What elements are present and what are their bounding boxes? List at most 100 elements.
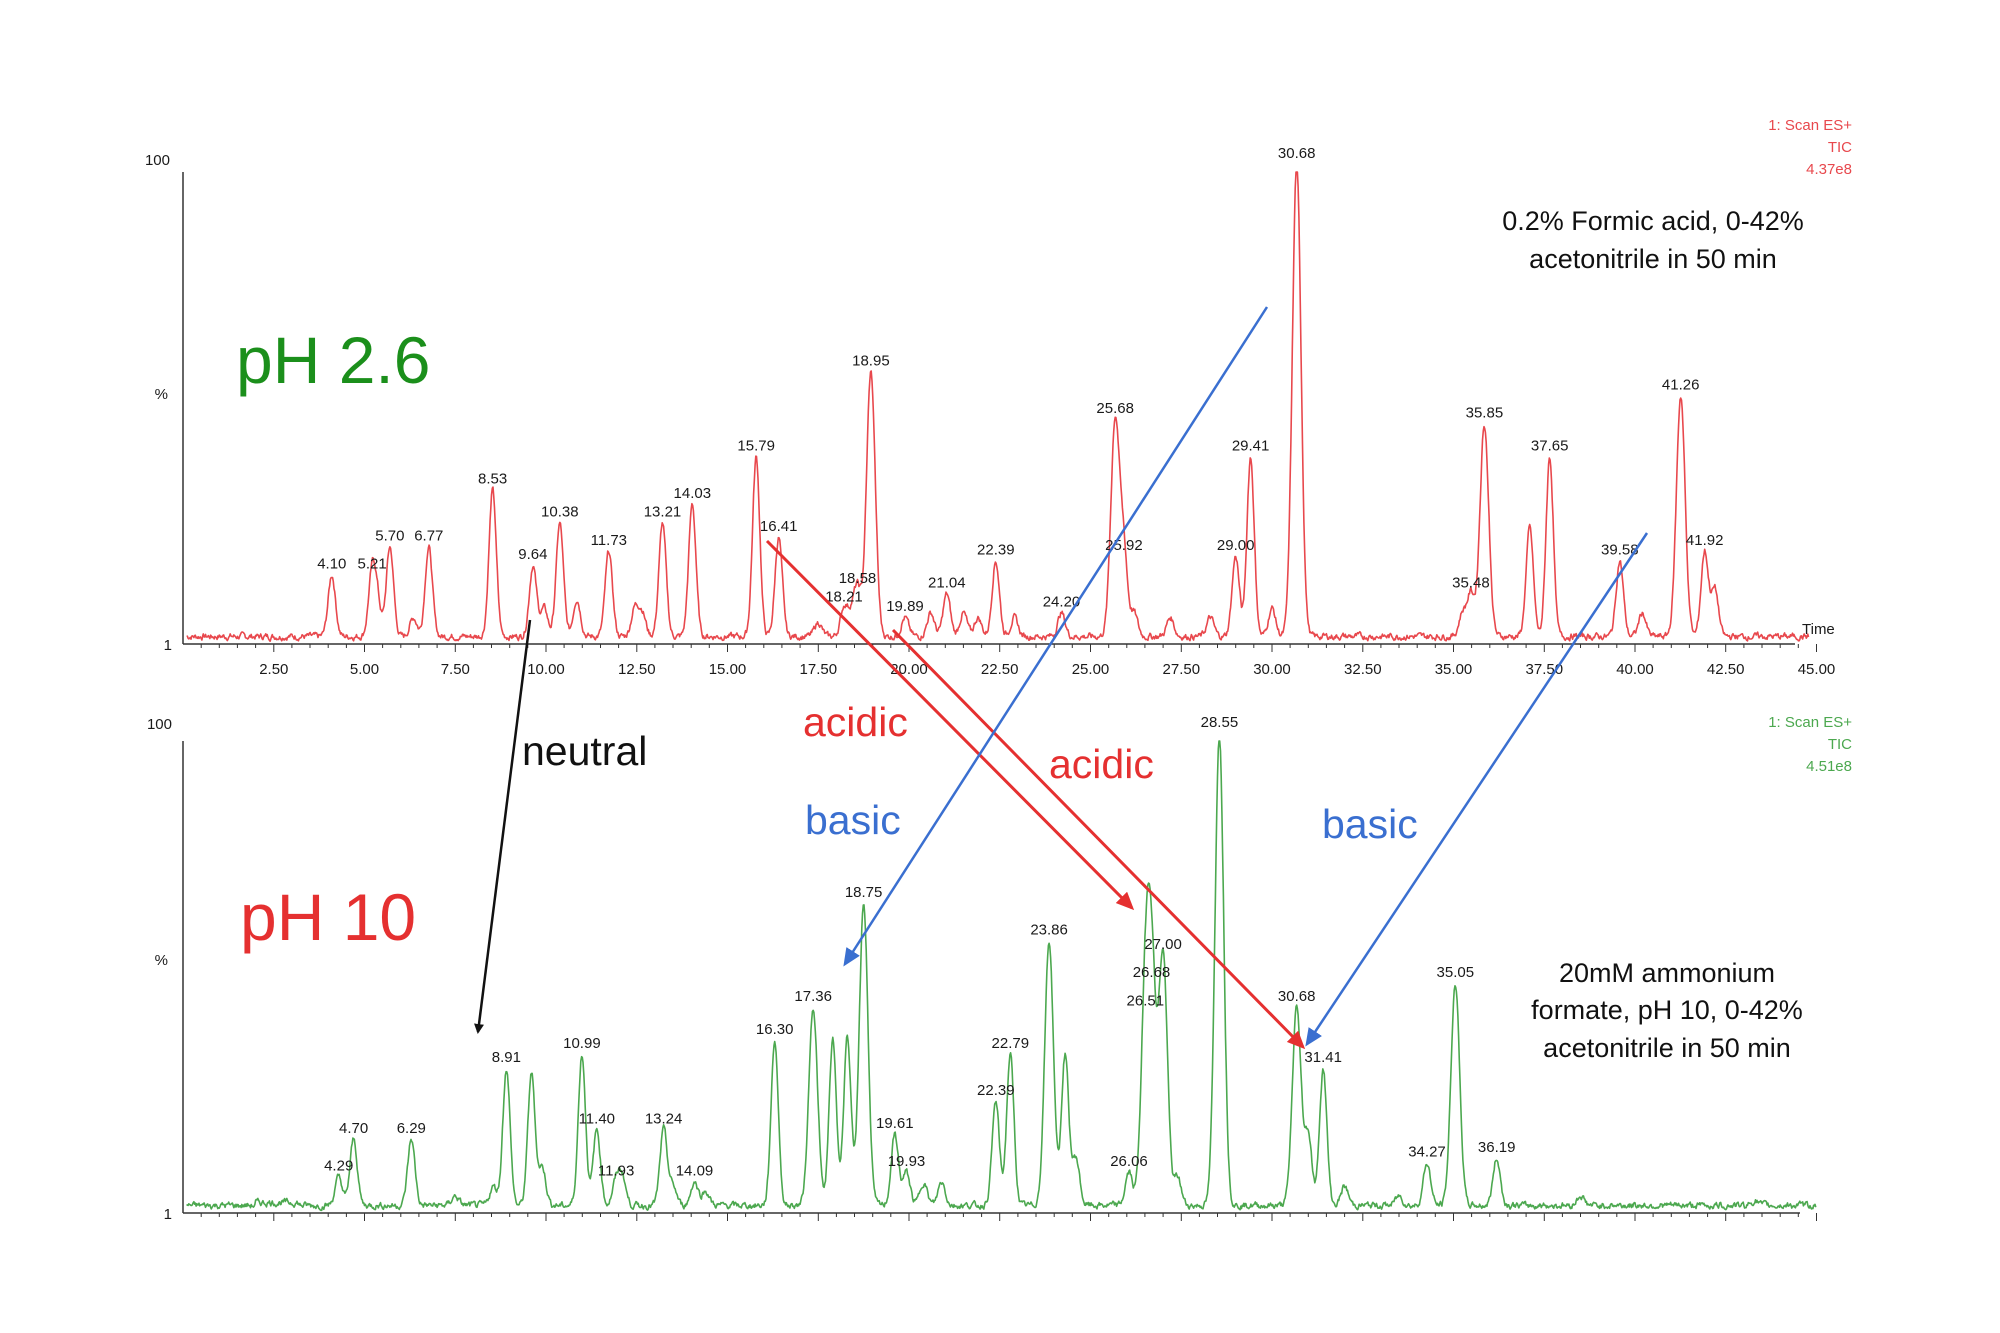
top-peak-label: 5.70 — [375, 527, 404, 544]
bottom-peak-label: 23.86 — [1030, 922, 1068, 939]
bottom-peak-label: 4.70 — [339, 1120, 368, 1137]
retention-shift-arrows: neutral acidic acidic basic basic — [474, 306, 1649, 1050]
bottom-ylabel: % — [155, 952, 168, 969]
basic-label-1: basic — [805, 797, 901, 843]
bottom-peak-label: 19.93 — [888, 1153, 926, 1170]
top-x-tick-label: 15.00 — [709, 661, 747, 678]
bottom-trace — [186, 740, 1817, 1212]
top-peak-label: 16.41 — [760, 518, 798, 535]
top-peak-label: 13.21 — [644, 504, 682, 521]
neutral-arrow — [474, 619, 532, 1034]
top-peak-label: 30.68 — [1278, 145, 1316, 162]
top-x-ticks — [200, 644, 1817, 652]
top-peak-label: 21.04 — [928, 575, 966, 592]
top-condition-line-1: 0.2% Formic acid, 0-42% — [1502, 206, 1804, 236]
top-meta: 1: Scan ES+ TIC 4.37e8 — [1768, 117, 1852, 178]
top-x-tick-label: 12.50 — [618, 661, 656, 678]
bottom-ymax-label: 100 — [147, 716, 172, 733]
top-ymin-label: 1 — [164, 637, 172, 654]
top-x-tick-labels: 2.50 5.00 7.50 10.00 12.50 15.00 17.50 20.00 22.… — [259, 661, 1835, 678]
bottom-peak-label: 8.91 — [492, 1049, 521, 1066]
bottom-ph-label: pH 10 — [240, 880, 416, 954]
bottom-ymin-label: 1 — [164, 1206, 172, 1223]
top-peak-label: 5.21 — [357, 556, 386, 573]
top-peak-label: 24.20 — [1043, 593, 1081, 610]
top-ymax-label: 100 — [145, 152, 170, 169]
top-x-tick-label: 10.00 — [527, 661, 565, 678]
bottom-condition-line-2: formate, pH 10, 0-42% — [1531, 995, 1803, 1025]
bottom-peak-label: 31.41 — [1304, 1049, 1342, 1066]
bottom-peak-label: 18.75 — [845, 884, 883, 901]
top-x-tick-label: 30.00 — [1253, 661, 1291, 678]
top-x-tick-label: 5.00 — [350, 661, 379, 678]
top-peak-label: 15.79 — [737, 438, 775, 455]
bottom-meta-scan: 1: Scan ES+ — [1768, 714, 1852, 731]
top-ph-label: pH 2.6 — [236, 323, 430, 397]
bottom-peak-label: 26.51 — [1127, 993, 1165, 1010]
top-peak-label: 25.68 — [1096, 400, 1134, 417]
bottom-peak-label: 14.09 — [676, 1162, 714, 1179]
bottom-meta-tic: TIC — [1828, 736, 1852, 753]
top-peak-labels: 4.10 5.21 5.70 6.77 8.53 9.64 10.38 11.73 13.21 1… — [317, 145, 1723, 615]
top-x-tick-label: 40.00 — [1616, 661, 1654, 678]
top-peak-label: 4.10 — [317, 556, 346, 573]
bottom-peak-label: 10.99 — [563, 1035, 601, 1052]
top-peak-label: 41.92 — [1686, 532, 1724, 549]
bottom-condition-line-1: 20mM ammonium — [1559, 958, 1775, 988]
bottom-peak-label: 16.30 — [756, 1021, 794, 1038]
top-peak-label: 8.53 — [478, 471, 507, 488]
bottom-peak-label: 17.36 — [794, 988, 832, 1005]
top-peak-label: 25.92 — [1105, 537, 1143, 554]
bottom-meta-intensity: 4.51e8 — [1806, 758, 1852, 775]
bottom-peak-label: 11.40 — [579, 1111, 615, 1128]
bottom-peak-label: 11.93 — [598, 1162, 634, 1179]
bottom-peak-label: 30.68 — [1278, 988, 1316, 1005]
bottom-condition: 20mM ammonium formate, pH 10, 0-42% acet… — [1531, 958, 1803, 1063]
top-condition-line-2: acetonitrile in 50 min — [1529, 244, 1777, 274]
top-x-tick-label: 25.00 — [1072, 661, 1110, 678]
top-meta-tic: TIC — [1828, 139, 1852, 156]
acidic-label-2: acidic — [1049, 741, 1154, 787]
top-x-tick-label: 35.00 — [1435, 661, 1473, 678]
bottom-peak-label: 26.68 — [1133, 964, 1171, 981]
top-x-tick-label: 2.50 — [259, 661, 288, 678]
basic-arrow-2 — [1305, 532, 1649, 1047]
top-x-tick-label: 27.50 — [1163, 661, 1201, 678]
bottom-peak-label: 26.06 — [1110, 1153, 1148, 1170]
top-peak-label: 22.39 — [977, 542, 1015, 559]
top-peak-label: 29.00 — [1217, 537, 1255, 554]
top-peak-label: 18.58 — [839, 570, 877, 587]
bottom-peak-label: 35.05 — [1437, 964, 1475, 981]
bottom-x-ticks — [200, 1213, 1817, 1221]
bottom-meta: 1: Scan ES+ TIC 4.51e8 — [1768, 714, 1852, 775]
bottom-peak-label: 19.61 — [876, 1115, 914, 1132]
top-trace — [186, 171, 1810, 642]
bottom-peak-labels: 4.29 4.70 6.29 8.91 10.99 11.40 11.93 13.24 14.0… — [324, 714, 1515, 1179]
bottom-peak-label: 22.79 — [992, 1035, 1030, 1052]
top-peak-label: 18.21 — [825, 589, 863, 606]
top-condition: 0.2% Formic acid, 0-42% acetonitrile in … — [1502, 206, 1804, 274]
neutral-label: neutral — [522, 728, 647, 774]
top-peak-label: 41.26 — [1662, 376, 1700, 393]
bottom-peak-label: 6.29 — [397, 1120, 426, 1137]
top-x-tick-label: 45.00 — [1798, 661, 1836, 678]
top-peak-label: 6.77 — [414, 527, 443, 544]
top-meta-scan: 1: Scan ES+ — [1768, 117, 1852, 134]
top-peak-label: 35.85 — [1466, 405, 1504, 422]
top-x-tick-label: 17.50 — [800, 661, 838, 678]
top-peak-label: 18.95 — [852, 353, 890, 370]
bottom-peak-label: 27.00 — [1144, 936, 1182, 953]
bottom-peak-label: 28.55 — [1201, 714, 1239, 731]
bottom-chromatogram: 100 % 1 4.29 4.70 6.29 8.91 10.99 11.40 11.93 1… — [147, 714, 1852, 1223]
acidic-arrow-2 — [891, 628, 1306, 1050]
bottom-peak-label: 34.27 — [1408, 1144, 1446, 1161]
top-peak-label: 37.65 — [1531, 438, 1569, 455]
top-meta-intensity: 4.37e8 — [1806, 161, 1852, 178]
top-peak-label: 19.89 — [886, 598, 924, 615]
top-peak-label: 9.64 — [518, 546, 547, 563]
acidic-arrow-1 — [765, 539, 1135, 911]
bottom-peak-label: 36.19 — [1478, 1139, 1516, 1156]
basic-label-2: basic — [1322, 801, 1418, 847]
top-x-tick-label: 22.50 — [981, 661, 1019, 678]
